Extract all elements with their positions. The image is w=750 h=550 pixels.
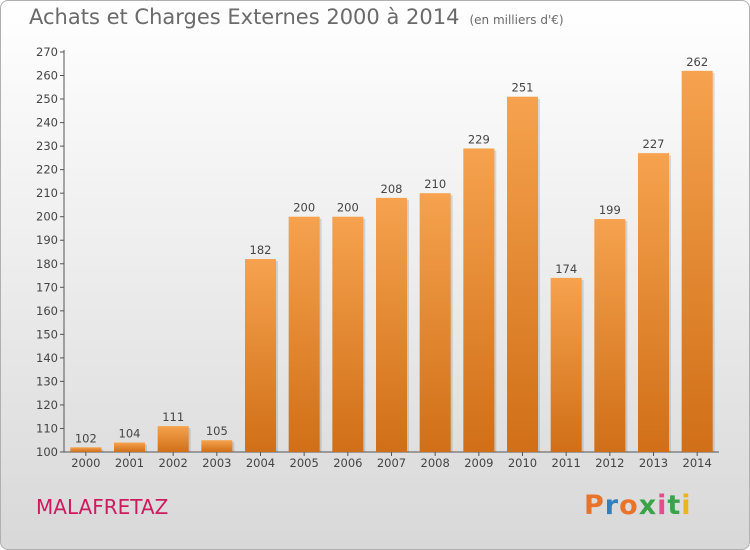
x-tick-label: 2000 bbox=[71, 456, 100, 470]
y-tick-label: 220 bbox=[36, 163, 58, 177]
bar-2007 bbox=[376, 197, 407, 452]
value-label: 229 bbox=[468, 132, 490, 146]
y-tick-label: 180 bbox=[36, 257, 58, 271]
x-tick-label: 2002 bbox=[159, 456, 188, 470]
value-label: 174 bbox=[555, 262, 577, 276]
x-tick-label: 2010 bbox=[508, 456, 537, 470]
commune-name: MALAFRETAZ bbox=[36, 495, 169, 519]
y-tick-label: 200 bbox=[36, 210, 58, 224]
y-tick-label: 140 bbox=[36, 351, 58, 365]
y-tick-label: 270 bbox=[36, 45, 58, 59]
chart-unit: (en milliers d'€) bbox=[469, 13, 564, 27]
y-tick-label: 120 bbox=[36, 398, 58, 412]
value-label: 105 bbox=[206, 424, 228, 438]
bar-2012 bbox=[594, 219, 626, 452]
bar-2002 bbox=[157, 426, 189, 452]
value-labels: 102 104 111 105 182 200 200 208 210 229 251 174 199 2… bbox=[75, 55, 708, 445]
x-tick-label: 2006 bbox=[333, 456, 362, 470]
bar-2000 bbox=[70, 447, 102, 452]
y-tick-label: 160 bbox=[36, 304, 58, 318]
value-label: 111 bbox=[162, 410, 184, 424]
y-tick-label: 250 bbox=[36, 92, 58, 106]
value-label: 200 bbox=[337, 201, 359, 215]
value-label: 208 bbox=[381, 182, 403, 196]
logo-letter: P bbox=[584, 490, 605, 521]
value-label: 227 bbox=[643, 137, 665, 151]
value-label: 182 bbox=[250, 243, 272, 257]
x-tick-label: 2007 bbox=[377, 456, 406, 470]
value-label: 104 bbox=[119, 427, 141, 441]
y-tick-label: 210 bbox=[36, 186, 58, 200]
bar-2009 bbox=[463, 148, 495, 452]
logo-letter: o bbox=[619, 490, 639, 521]
bars bbox=[70, 70, 715, 453]
y-tick-label: 150 bbox=[36, 327, 58, 341]
value-label: 200 bbox=[293, 201, 315, 215]
logo-letter: t bbox=[667, 490, 682, 521]
title-row: Achats et Charges Externes 2000 à 2014 (e… bbox=[29, 5, 564, 29]
logo-letter: x bbox=[638, 490, 658, 521]
bar-2005 bbox=[288, 216, 320, 452]
bar-2008 bbox=[419, 193, 451, 453]
y-tick-label: 240 bbox=[36, 116, 58, 130]
y-tick-label: 110 bbox=[36, 421, 58, 435]
bar-2004 bbox=[245, 259, 276, 452]
value-label: 251 bbox=[512, 81, 534, 95]
y-tick-label: 190 bbox=[36, 233, 58, 247]
y-tick-label: 130 bbox=[36, 374, 58, 388]
x-tick-label: 2012 bbox=[595, 456, 624, 470]
axes: 100 110 120 130 140 150 160 170 180 190 200 210 220 2… bbox=[36, 45, 719, 470]
value-label: 262 bbox=[686, 55, 708, 69]
x-tick-label: 2005 bbox=[290, 456, 319, 470]
x-tick-label: 2008 bbox=[421, 456, 450, 470]
x-tick-label: 2011 bbox=[552, 456, 581, 470]
logo-letter: r bbox=[604, 490, 620, 521]
x-tick-label: 2003 bbox=[202, 456, 231, 470]
bar-2011 bbox=[550, 277, 582, 452]
y-tick-label: 260 bbox=[36, 69, 58, 83]
bar-2013 bbox=[638, 153, 669, 453]
x-tick-label: 2004 bbox=[246, 456, 275, 470]
x-tick-label: 2001 bbox=[115, 456, 144, 470]
value-label: 210 bbox=[424, 177, 446, 191]
bar-2006 bbox=[332, 216, 364, 452]
logo-letter: i bbox=[657, 490, 668, 521]
value-label: 102 bbox=[75, 431, 97, 445]
bar-2010 bbox=[507, 96, 538, 453]
bar-2014 bbox=[681, 70, 713, 452]
y-tick-label: 170 bbox=[36, 280, 58, 294]
x-tick-label: 2009 bbox=[464, 456, 493, 470]
y-tick-label: 230 bbox=[36, 139, 58, 153]
logo-letter: i bbox=[681, 490, 692, 521]
bar-2003 bbox=[201, 440, 233, 452]
proxiti-logo[interactable]: Proxiti bbox=[584, 490, 692, 521]
chart-title: Achats et Charges Externes 2000 à 2014 bbox=[29, 5, 460, 29]
x-tick-label: 2013 bbox=[639, 456, 668, 470]
value-label: 199 bbox=[599, 203, 621, 217]
bar-2001 bbox=[114, 442, 145, 452]
y-tick-label: 100 bbox=[36, 445, 58, 459]
x-tick-label: 2014 bbox=[683, 456, 712, 470]
